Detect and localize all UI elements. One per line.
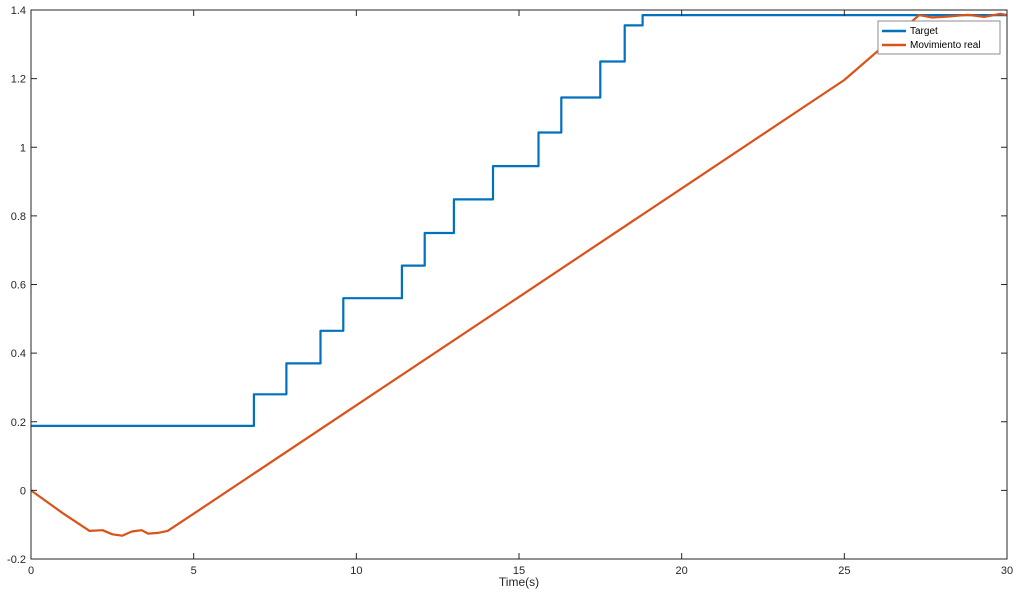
legend-box xyxy=(877,20,1001,55)
y-tick-label: 0.4 xyxy=(11,348,26,360)
legend-movimiento-real-label: Movimiento real xyxy=(910,40,981,51)
x-tick-label: 30 xyxy=(1001,565,1013,577)
y-tick-label: 0.6 xyxy=(11,280,26,292)
y-tick-label: 0.8 xyxy=(11,211,26,223)
ticks-layer: 0 5 10 15 20 25 30-0.200.20.40.60.811.21.4 xyxy=(7,5,1013,577)
y-tick-label: 1.4 xyxy=(11,5,26,17)
series-line-movimiento-real xyxy=(30,12,1008,537)
x-tick-label: 10 xyxy=(350,565,362,577)
y-tick-label: 1 xyxy=(20,142,26,154)
series-line-target xyxy=(31,14,1007,427)
x-tick-label: 5 xyxy=(191,565,197,577)
x-tick-label: 25 xyxy=(838,565,850,577)
legend: Target Movimiento real xyxy=(877,20,1001,55)
x-tick-label: 20 xyxy=(676,565,688,577)
series-layer xyxy=(30,12,1008,537)
y-tick-label: 0.2 xyxy=(11,417,26,429)
legend-target-label: Target xyxy=(910,26,938,37)
y-tick-label: 0 xyxy=(20,485,26,497)
y-tick-label: -0.2 xyxy=(7,554,26,566)
x-tick-label: 0 xyxy=(28,565,34,577)
y-tick-label: 1.2 xyxy=(11,74,26,86)
x-axis-label: Time(s) xyxy=(499,575,539,589)
x-tick-label: 15 xyxy=(513,565,525,577)
